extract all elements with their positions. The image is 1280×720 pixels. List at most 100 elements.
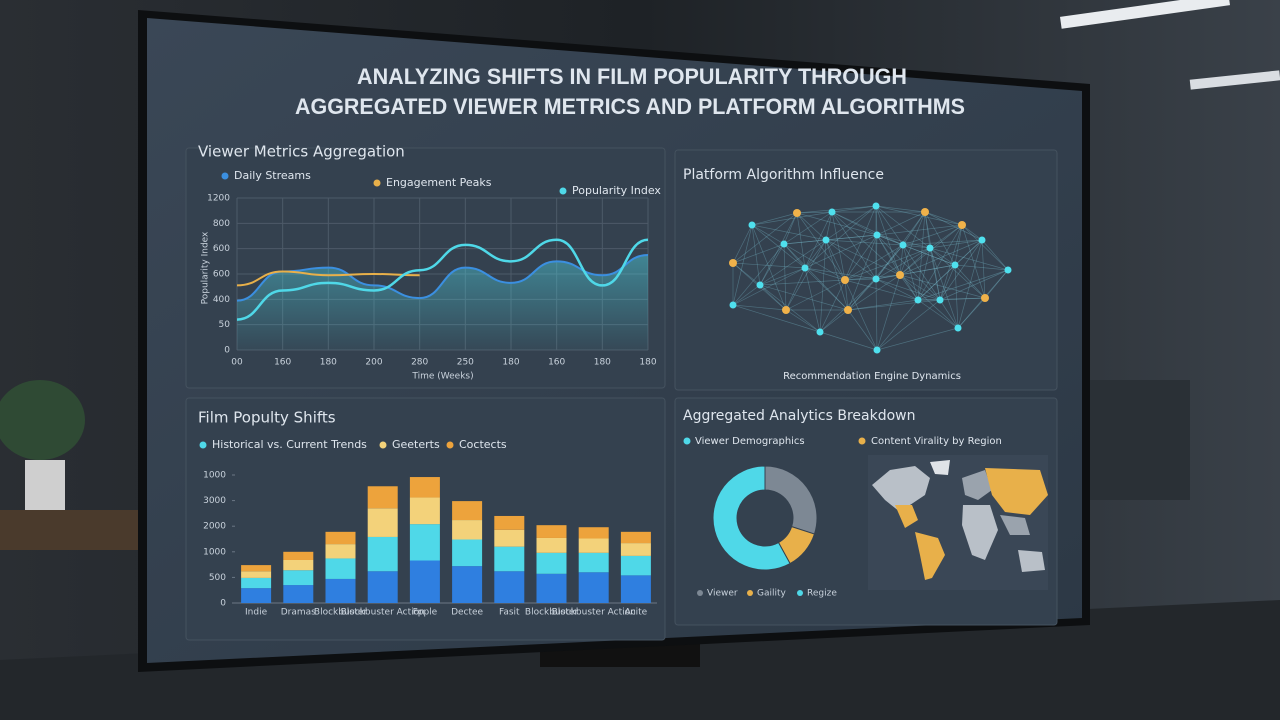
network-node: [954, 324, 962, 332]
bar-segment: [367, 571, 398, 603]
network-edge: [825, 239, 904, 246]
network-edge: [876, 234, 931, 249]
network-edge: [844, 205, 877, 281]
network-edge: [819, 239, 827, 333]
network-edge: [732, 304, 787, 311]
network-edge: [831, 205, 877, 213]
network-edge: [917, 297, 986, 301]
network-edge: [759, 284, 787, 311]
network-edge: [783, 243, 849, 311]
network-edge: [939, 269, 1009, 301]
network-node: [873, 231, 881, 239]
network-edge: [804, 211, 833, 269]
network-edge: [783, 234, 878, 245]
network-edge: [804, 267, 821, 333]
bar-segment: [283, 559, 314, 571]
bar-segment: [536, 525, 567, 538]
background-desk: [0, 510, 140, 550]
network-edge: [796, 212, 846, 281]
x-tick-label: 180: [502, 358, 519, 368]
bar-segment: [578, 527, 609, 539]
network-edge: [819, 278, 877, 333]
y-tick-label: 800: [213, 219, 230, 229]
network-edge: [751, 212, 798, 226]
network-node: [841, 276, 849, 284]
network-edge: [875, 205, 878, 236]
network-edge: [899, 239, 983, 276]
x-axis-label: Time (Weeks): [411, 372, 473, 382]
bar-segment: [325, 531, 356, 545]
network-edge: [825, 239, 901, 276]
network-edge: [825, 239, 877, 280]
bar-segment: [494, 546, 525, 572]
bar-segment: [452, 520, 483, 540]
panel-title: Platform Algorithm Influence: [683, 167, 884, 183]
network-node: [729, 259, 737, 267]
x-tick-label: 250: [457, 358, 474, 368]
bar-segment: [536, 573, 567, 603]
network-edge: [954, 264, 986, 299]
network-edge: [732, 212, 798, 264]
legend-label: Regize: [807, 589, 837, 599]
network-edge: [796, 205, 877, 214]
network-edge: [876, 224, 963, 236]
bar-segment: [578, 538, 609, 553]
network-edge: [804, 205, 877, 269]
continent: [1000, 515, 1030, 535]
network-edge: [961, 224, 1009, 271]
network-edge: [831, 211, 878, 236]
x-tick-label: 180: [639, 358, 656, 368]
network-node: [780, 240, 788, 248]
network-edge: [844, 279, 849, 311]
continent: [915, 532, 945, 580]
bar-segment: [409, 497, 440, 525]
network-edge: [796, 212, 878, 236]
network-edge: [732, 284, 761, 306]
network-edge: [844, 247, 931, 281]
x-tick-label: Blockbuster Action: [552, 608, 636, 618]
bar-segment: [241, 565, 272, 572]
network-edge: [759, 284, 849, 311]
x-tick-label: 180: [320, 358, 337, 368]
y-tick-label: 2000: [203, 522, 226, 532]
plant: [0, 380, 85, 460]
network-node: [981, 294, 989, 302]
network-edge: [831, 211, 877, 280]
bar-segment: [283, 570, 314, 586]
y-tick-label: 1000: [203, 471, 226, 481]
continent: [895, 505, 918, 528]
y-tick-label: 1000: [203, 547, 226, 557]
network-edge: [924, 211, 941, 301]
continent: [872, 466, 930, 512]
legend-label: Gaility: [757, 589, 787, 599]
network-edge: [783, 243, 846, 281]
network-node: [844, 306, 852, 314]
network-edge: [876, 299, 919, 351]
bar-segment: [325, 558, 356, 579]
bar-segment: [409, 477, 440, 498]
network-edge: [844, 279, 919, 301]
network-edge: [825, 239, 849, 311]
bar-segment: [494, 515, 525, 530]
line: [236, 254, 649, 302]
network-edge: [825, 239, 846, 281]
y-tick-label: 0: [220, 599, 226, 609]
network-edge: [876, 234, 941, 301]
bar-segment: [241, 577, 272, 589]
x-tick-label: 200: [365, 358, 382, 368]
network-edge: [875, 244, 904, 280]
network-edge: [732, 243, 785, 264]
network-edge: [751, 224, 787, 311]
bar-segment: [241, 571, 272, 578]
network-node: [828, 208, 836, 216]
network-edge: [804, 267, 849, 311]
network-edge: [899, 274, 941, 301]
network-edge: [825, 205, 877, 241]
network-edge: [876, 234, 919, 301]
y-tick-label: 1200: [207, 194, 230, 204]
network-edge: [847, 299, 941, 311]
continent: [962, 505, 998, 560]
network-edge: [732, 262, 761, 286]
x-tick-label: 280: [411, 358, 428, 368]
bar-segment: [452, 501, 483, 521]
